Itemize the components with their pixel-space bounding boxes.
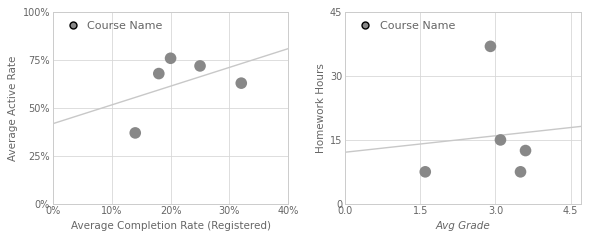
Y-axis label: Homework Hours: Homework Hours [316, 63, 326, 153]
Point [154, 72, 164, 76]
Y-axis label: Average Active Rate: Average Active Rate [8, 55, 18, 161]
Point [496, 138, 505, 142]
Point [421, 170, 430, 174]
Point [131, 131, 140, 135]
Point [486, 44, 495, 48]
Point [237, 81, 246, 85]
Point [196, 64, 205, 68]
Point [516, 170, 525, 174]
Legend: Course Name: Course Name [350, 18, 458, 35]
X-axis label: Average Completion Rate (Registered): Average Completion Rate (Registered) [71, 221, 270, 231]
Point [166, 56, 176, 60]
Point [521, 149, 530, 152]
Legend: Course Name: Course Name [58, 18, 166, 35]
X-axis label: Avg Grade: Avg Grade [435, 221, 490, 231]
